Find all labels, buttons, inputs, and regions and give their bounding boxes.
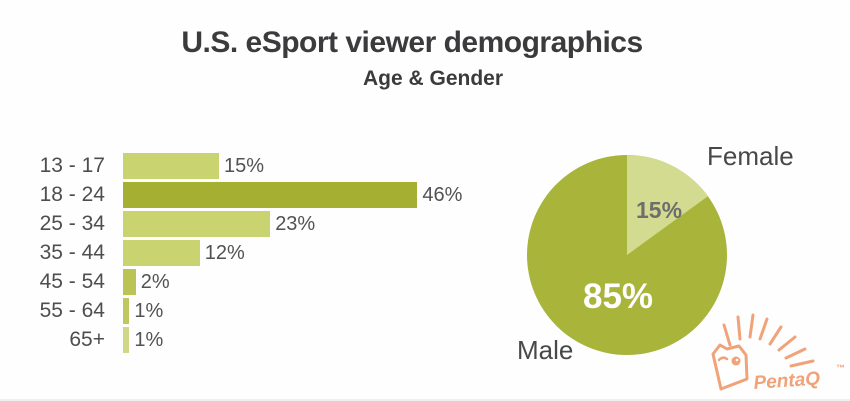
bar-value-label: 2% [140,270,170,293]
male-label: Male [517,335,574,365]
bar-35-44 [123,240,200,266]
bar-row: 65+ 1% [14,327,494,353]
age-group-label: 65+ [69,328,105,351]
age-bar-chart: 13 - 17 15% 18 - 24 46% 25 - 34 23% 35 -… [14,153,494,356]
female-label: Female [707,141,794,171]
bar-row: 35 - 44 12% [14,240,494,266]
bar-value-label: 23% [275,212,316,235]
bar-value-label: 15% [224,154,265,177]
pie-slice-female [627,155,708,255]
bar-65-plus [123,327,130,353]
male-percent-label: 85% [583,277,654,316]
open-eye-icon [731,356,741,366]
age-group-label: 18 - 24 [39,183,105,206]
age-group-label: 45 - 54 [39,270,105,293]
bar-13-17 [123,153,219,179]
bar-row: 18 - 24 46% [14,182,494,208]
pie [527,155,727,355]
age-group-label: 25 - 34 [39,212,105,235]
pentaq-logo-face [711,343,749,391]
bar-18-24 [123,182,418,208]
bar-value-label: 1% [134,328,164,351]
pentaq-logo: PentaQ ™ [711,313,845,394]
pentaq-logo-rays [722,313,815,368]
bar-value-label: 12% [204,241,245,264]
chart-subtitle: Age & Gender [362,67,504,90]
watermark-tm: ™ [836,363,845,373]
bottom-divider [0,399,850,401]
age-group-label: 35 - 44 [39,241,105,264]
bar-25-34 [123,211,271,237]
bar-row: 55 - 64 1% [14,298,494,324]
age-group-label: 55 - 64 [39,299,105,322]
bar-row: 13 - 17 15% [14,153,494,179]
closed-eye-icon [717,356,729,362]
watermark-text: PentaQ [753,368,821,394]
bar-value-label: 1% [134,299,164,322]
bar-row: 25 - 34 23% [14,211,494,237]
bar-row: 45 - 54 2% [14,269,494,295]
bar-55-64 [123,298,130,324]
bar-45-54 [123,269,136,295]
gender-pie-chart: 15% 85% Female Male [500,135,850,401]
chart-title: U.S. eSport viewer demographics [181,26,643,59]
bar-value-label: 46% [422,183,463,206]
female-percent-label: 15% [636,197,683,223]
age-group-label: 13 - 17 [39,154,105,177]
